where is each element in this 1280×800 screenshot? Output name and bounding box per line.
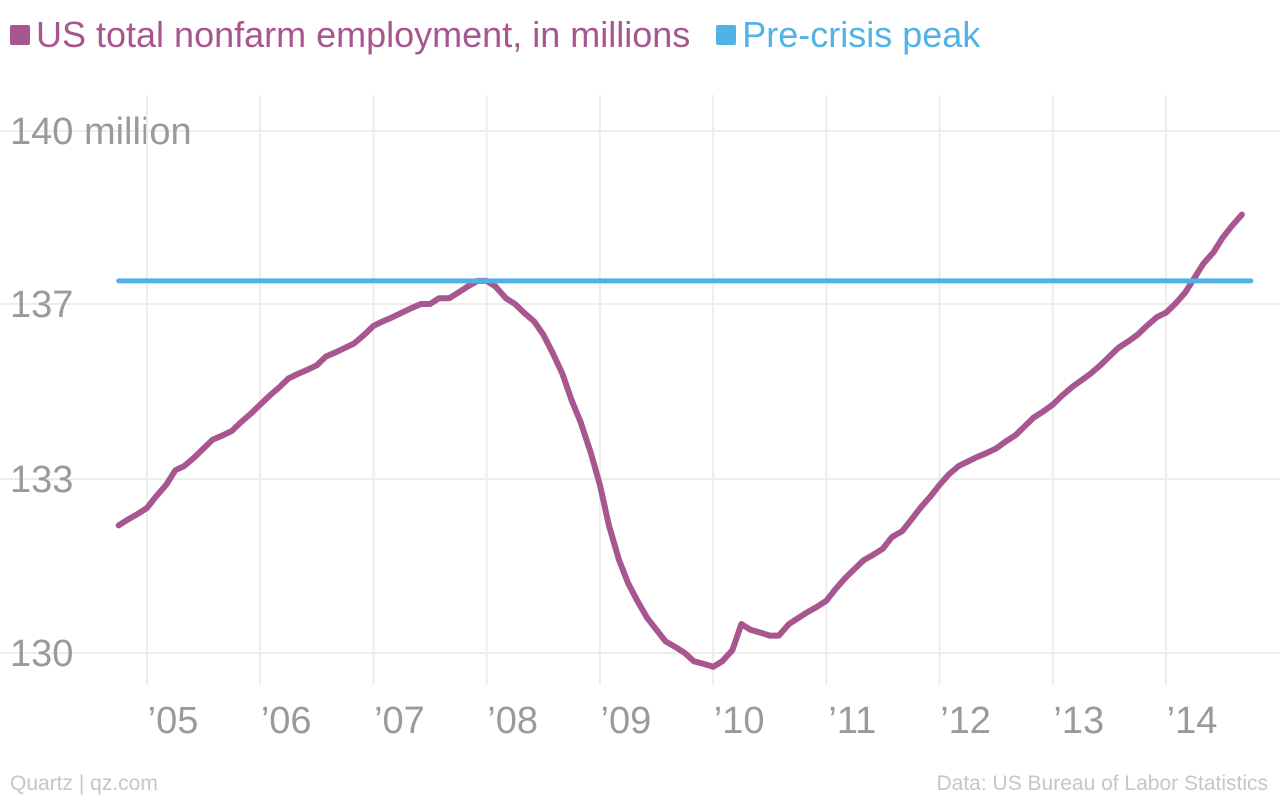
footer-data-source: Data: US Bureau of Labor Statistics: [936, 772, 1269, 795]
legend-swatch-peak: [716, 25, 737, 45]
x-tick-label-2013: ’13: [1053, 700, 1104, 742]
legend-swatch-employment: [10, 25, 30, 45]
y-tick-label-133: 133: [10, 459, 73, 501]
x-tick-label-2007: ’07: [374, 700, 425, 742]
x-tick-label-2011: ’11: [828, 700, 876, 742]
legend-item-employment: US total nonfarm employment, in millions: [10, 14, 690, 56]
series-line-employment: [115, 211, 1245, 670]
x-tick-label-2010: ’10: [714, 700, 765, 742]
y-tick-label-130: 130: [10, 633, 73, 675]
x-tick-label-2005: ’05: [148, 700, 199, 742]
x-tick-label-2008: ’08: [487, 700, 538, 742]
x-tick-label-2006: ’06: [261, 700, 312, 742]
legend-label-peak: Pre-crisis peak: [742, 14, 981, 55]
footer-source-credit: Quartz | qz.com: [10, 772, 158, 795]
y-tick-label-140: 140 million: [10, 111, 192, 153]
legend-label-employment: US total nonfarm employment, in millions: [36, 14, 691, 55]
y-tick-label-137: 137: [10, 284, 73, 326]
x-tick-label-2014: ’14: [1167, 700, 1218, 742]
x-tick-label-2009: ’09: [601, 700, 652, 742]
legend-item-peak: Pre-crisis peak: [716, 14, 980, 56]
x-tick-label-2012: ’12: [940, 700, 991, 742]
chart-legend: US total nonfarm employment, in millions…: [10, 14, 1006, 56]
